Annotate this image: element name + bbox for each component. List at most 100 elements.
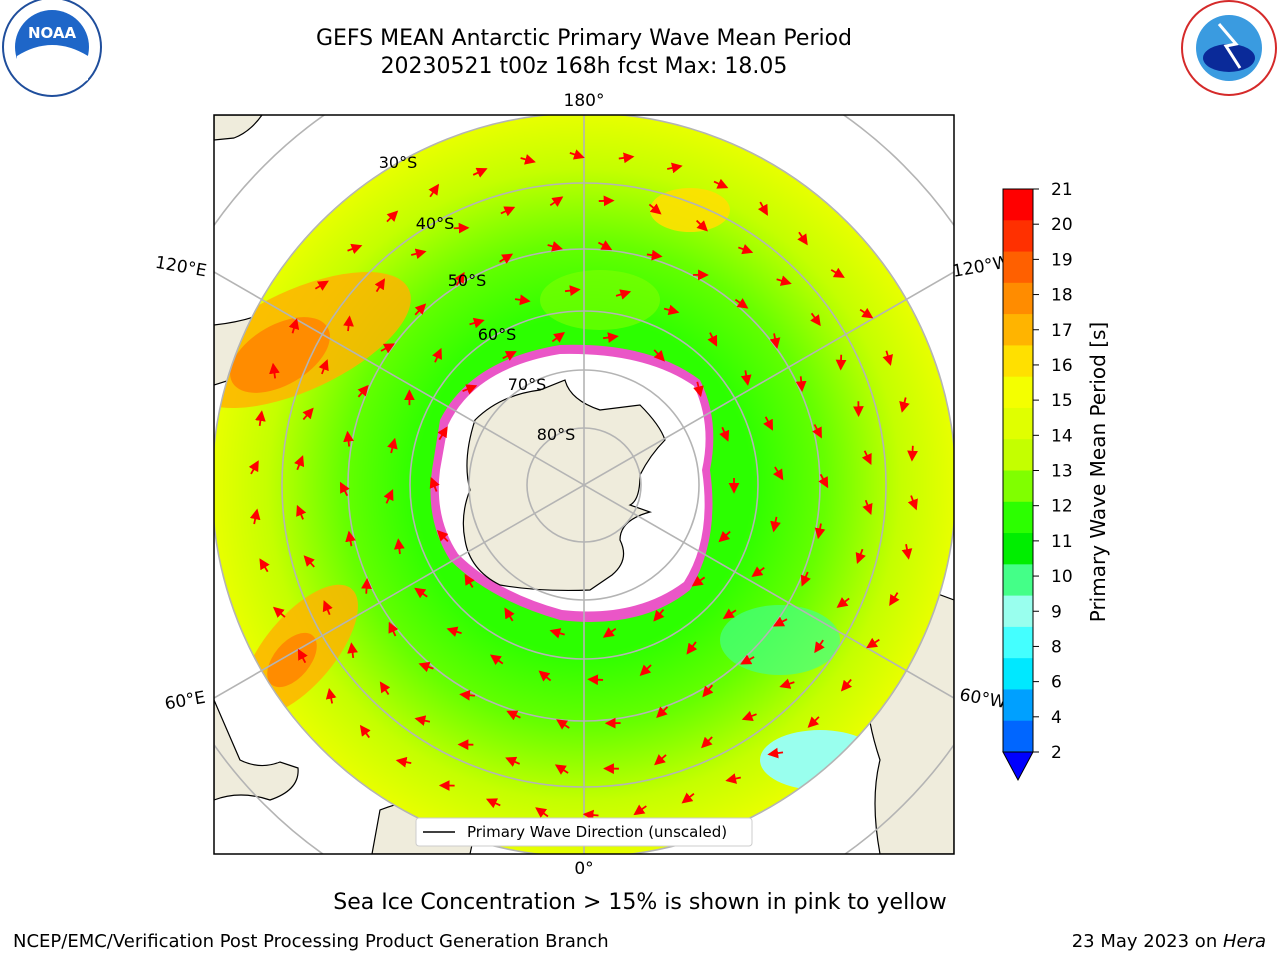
wave-direction-arrow	[907, 445, 918, 462]
wave-direction-arrow	[795, 376, 807, 393]
colorbar-segment	[1003, 314, 1033, 346]
wave-direction-arrow	[303, 555, 315, 568]
colorbar-tick-label: 20	[1051, 215, 1073, 235]
date-label: 23 May 2023 on	[1071, 931, 1223, 952]
wave-direction-arrow	[740, 370, 752, 386]
wave-direction-arrow	[325, 687, 337, 704]
wave-direction-arrow	[294, 455, 305, 471]
wave-direction-arrow	[393, 538, 405, 555]
wave-direction-arrow	[719, 426, 730, 442]
colorbar-tick-label: 2	[1051, 743, 1062, 763]
wave-direction-arrow	[564, 285, 581, 296]
wave-direction-arrow	[485, 798, 501, 809]
wave-direction-arrow	[830, 267, 845, 278]
wave-direction-arrow	[862, 499, 873, 515]
wave-direction-arrow	[502, 351, 517, 361]
wave-direction-arrow	[535, 807, 549, 818]
colorbar-tick-label: 15	[1051, 391, 1073, 411]
wave-direction-arrow	[472, 167, 488, 178]
wave-direction-arrow	[297, 648, 308, 664]
wave-direction-arrow	[686, 641, 698, 655]
wave-direction-arrow	[499, 253, 514, 264]
wave-direction-arrow	[797, 231, 808, 246]
nws-logo	[1181, 0, 1277, 96]
noaa-logo-text: NOAA	[28, 24, 77, 42]
wave-direction-arrow	[432, 347, 442, 363]
machine-name: Hera	[1222, 931, 1266, 952]
wave-direction-arrow	[343, 315, 354, 332]
wave-direction-arrow	[582, 809, 599, 821]
lon-label-60w: 60°W	[958, 685, 1008, 713]
credit-text: NCEP/EMC/Verification Post Processing Pr…	[13, 931, 609, 952]
colorbar-segment	[1003, 564, 1033, 597]
wave-direction-arrow	[500, 206, 516, 217]
date-text: 23 May 2023 on Hera	[1072, 931, 1266, 952]
wave-direction-arrow	[345, 530, 356, 547]
wave-direction-arrow	[314, 280, 329, 291]
wave-direction-arrow	[361, 577, 372, 594]
wave-direction-arrow	[504, 607, 515, 622]
wave-direction-arrow	[489, 654, 504, 666]
wave-direction-arrow	[807, 716, 820, 728]
colorbar-segment	[1003, 720, 1033, 753]
wave-direction-arrow	[800, 571, 811, 587]
lon-label-0: 0°	[574, 859, 593, 879]
wave-direction-arrow	[701, 736, 713, 749]
wave-direction-arrow	[383, 489, 394, 504]
wave-direction-arrow	[464, 573, 475, 588]
colorbar-segment	[1003, 689, 1033, 722]
wave-direction-arrow	[569, 149, 585, 160]
map-frame	[213, 114, 955, 855]
wave-direction-arrow	[598, 240, 613, 251]
wave-direction-arrow	[751, 566, 765, 578]
wave-direction-arrow	[514, 294, 531, 306]
wave-direction-arrow	[469, 317, 485, 329]
wave-direction-arrow	[288, 318, 300, 334]
wave-direction-arrow	[249, 508, 261, 525]
wave-direction-arrow	[653, 349, 665, 362]
wave-direction-arrow	[296, 504, 307, 520]
colorbar-segment	[1003, 658, 1033, 690]
wave-direction-arrow	[654, 754, 667, 766]
colorbar-tick-label: 17	[1051, 321, 1073, 341]
wave-direction-arrow	[740, 654, 755, 665]
legend-label: Primary Wave Direction (unscaled)	[467, 823, 727, 841]
colorbar-segment	[1003, 470, 1033, 503]
wave-direction-arrow	[418, 661, 434, 673]
colorbar-segment	[1003, 189, 1033, 221]
wave-direction-arrow	[882, 350, 893, 366]
wave-direction-arrow	[691, 575, 706, 587]
wave-direction-arrow	[318, 359, 329, 375]
wave-direction-arrow	[702, 684, 714, 698]
wave-direction-arrow	[772, 466, 784, 481]
lat-label-50s: 50°S	[448, 271, 487, 290]
wave-direction-arrow	[437, 426, 448, 441]
wave-direction-arrow	[741, 710, 757, 722]
wave-direction-arrow	[414, 303, 427, 316]
wave-direction-arrow	[446, 626, 462, 637]
wave-direction-arrow	[505, 756, 521, 767]
wave-direction-arrow	[734, 298, 749, 309]
wave-direction-arrow	[359, 724, 371, 739]
colorbar-extend-arrow	[1002, 751, 1034, 782]
lon-label-180: 180°	[564, 91, 605, 111]
wave-direction-arrow	[547, 241, 563, 252]
wave-direction-arrow	[812, 424, 822, 439]
wave-direction-arrow	[769, 333, 781, 349]
colorbar-tick-label: 10	[1051, 567, 1073, 587]
wave-direction-arrow	[639, 664, 652, 676]
lat-label-30s: 30°S	[379, 153, 418, 172]
colorbar-tick-label: 8	[1051, 637, 1062, 657]
colorbar-segment	[1003, 533, 1033, 565]
colorbar-segment	[1003, 501, 1033, 534]
colorbar: 21 20 19 18 17 16 15 14 13 12 11 10 9 8 6 4 2	[1002, 180, 1073, 782]
colorbar-tick-label: 16	[1051, 356, 1073, 376]
colorbar-tick-label: 19	[1051, 250, 1073, 270]
colorbar-tick-label: 4	[1051, 708, 1062, 728]
wave-direction-arrow	[414, 715, 431, 726]
wave-direction-arrow	[779, 678, 795, 689]
colorbar-segment	[1003, 251, 1033, 284]
wave-direction-arrow	[663, 304, 680, 316]
wave-direction-arrow	[618, 152, 635, 164]
